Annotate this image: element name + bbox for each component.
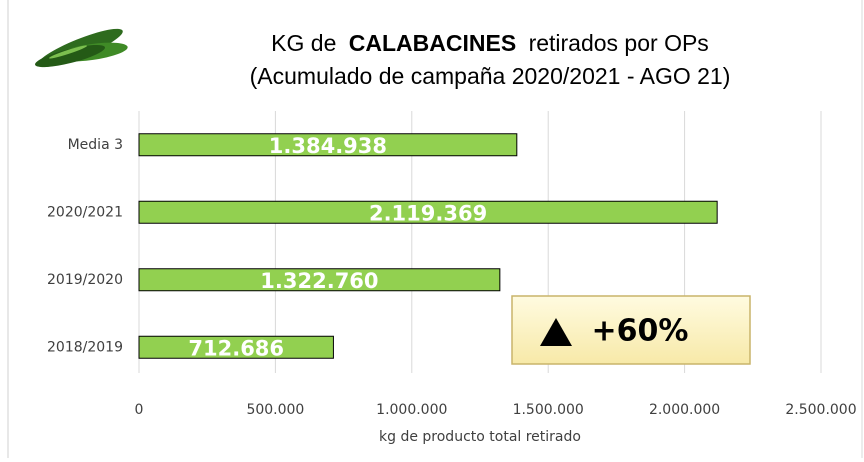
value-label: 2.119.369 [369, 201, 487, 225]
y-tick-label: 2019/2020 [47, 272, 123, 288]
x-tick-label: 0 [135, 402, 144, 418]
y-tick-label: Media 3 [68, 137, 123, 153]
annotation-text: +60% [592, 314, 689, 349]
x-tick-label: 2.000.000 [649, 402, 720, 418]
chart-title: KG de CALABACINES retirados por OPs [271, 30, 709, 56]
up-triangle [540, 318, 572, 346]
title-bold: CALABACINES [349, 30, 516, 56]
bar [138, 268, 501, 292]
bar [138, 335, 334, 359]
bar [138, 200, 718, 224]
x-tick-label: 500.000 [246, 402, 304, 418]
y-tick-label: 2020/2021 [47, 204, 123, 220]
value-label: 1.322.760 [260, 269, 378, 293]
zucchini-icon [35, 28, 128, 68]
x-axis-title: kg de producto total retirado [379, 429, 581, 445]
title-suffix: retirados por OPs [529, 30, 709, 56]
value-label: 1.384.938 [269, 134, 387, 158]
x-tick-label: 2.500.000 [785, 402, 856, 418]
annotation-box: +60% [511, 295, 751, 365]
value-label: 712.686 [188, 336, 284, 360]
title-prefix: KG de [271, 30, 336, 56]
x-tick-label: 1.000.000 [376, 402, 447, 418]
bar [138, 133, 518, 157]
plot-area: 0 500.000 1.000.000 1.500.000 2.000.000 2.500… [47, 111, 857, 418]
y-tick-label: 2018/2019 [47, 339, 123, 355]
chart-subtitle: (Acumulado de campaña 2020/2021 - AGO 21… [250, 63, 731, 89]
x-tick-label: 1.500.000 [513, 402, 584, 418]
